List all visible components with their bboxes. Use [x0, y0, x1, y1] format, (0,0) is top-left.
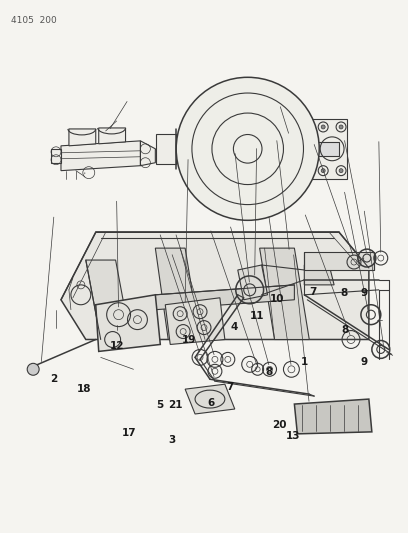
Polygon shape: [140, 141, 155, 166]
Polygon shape: [96, 295, 160, 351]
Text: 18: 18: [77, 384, 92, 394]
Polygon shape: [99, 128, 126, 144]
Polygon shape: [69, 129, 96, 146]
Polygon shape: [61, 141, 140, 171]
Polygon shape: [259, 248, 309, 340]
Text: 7: 7: [310, 287, 317, 297]
Polygon shape: [185, 384, 235, 414]
Polygon shape: [156, 134, 176, 164]
Text: 3: 3: [168, 435, 175, 445]
Circle shape: [339, 125, 343, 129]
Text: 8: 8: [265, 367, 273, 377]
Polygon shape: [86, 260, 131, 340]
Text: 5: 5: [156, 400, 163, 410]
Polygon shape: [165, 298, 225, 344]
Polygon shape: [311, 119, 347, 179]
Circle shape: [321, 125, 325, 129]
Text: 11: 11: [249, 311, 264, 321]
Polygon shape: [51, 149, 61, 163]
Text: 9: 9: [361, 288, 368, 298]
Text: 21: 21: [169, 400, 183, 410]
Bar: [304, 252, 374, 270]
Polygon shape: [238, 265, 268, 300]
Text: 8: 8: [340, 288, 348, 298]
Circle shape: [27, 364, 39, 375]
Text: 7: 7: [227, 382, 234, 392]
Polygon shape: [61, 232, 369, 340]
Text: 20: 20: [272, 421, 286, 430]
Text: 2: 2: [51, 374, 58, 384]
Text: 9: 9: [361, 357, 368, 367]
Text: 1: 1: [301, 357, 308, 367]
Text: 4105  200: 4105 200: [11, 15, 57, 25]
Text: 13: 13: [286, 431, 300, 441]
Circle shape: [321, 168, 325, 173]
Text: 19: 19: [182, 335, 196, 344]
Circle shape: [176, 77, 319, 220]
Polygon shape: [304, 265, 334, 285]
Text: 6: 6: [207, 398, 215, 408]
Polygon shape: [155, 248, 200, 340]
Text: 17: 17: [122, 428, 136, 438]
Circle shape: [339, 168, 343, 173]
Polygon shape: [295, 399, 372, 434]
Text: 12: 12: [110, 342, 124, 351]
Text: 8: 8: [341, 325, 348, 335]
Polygon shape: [155, 285, 295, 310]
Polygon shape: [317, 142, 339, 156]
Text: 10: 10: [270, 294, 284, 304]
Text: 4: 4: [231, 322, 238, 332]
